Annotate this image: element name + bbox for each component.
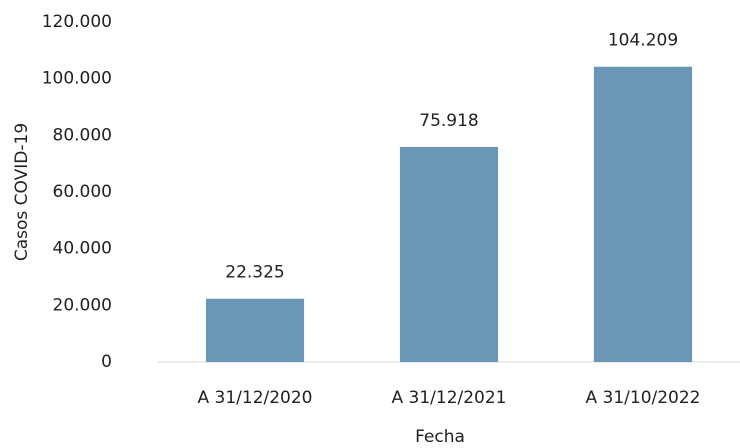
- y-tick-label: 20.000: [53, 295, 112, 315]
- y-tick-label: 40.000: [53, 239, 112, 259]
- x-tick-label: A 31/12/2020: [197, 388, 312, 408]
- bar: [593, 66, 693, 363]
- y-tick-label: 80.000: [53, 125, 112, 145]
- x-tick-label: A 31/12/2021: [391, 388, 506, 408]
- x-tick-label: A 31/10/2022: [585, 388, 700, 408]
- y-tick-label: 0: [101, 352, 112, 372]
- x-axis-label: Fecha: [415, 427, 465, 447]
- y-axis-label: Casos COVID-19: [12, 123, 32, 261]
- bar: [399, 146, 499, 362]
- data-label: 104.209: [608, 31, 678, 51]
- y-tick-label: 60.000: [53, 182, 112, 202]
- data-label: 22.325: [225, 263, 284, 283]
- y-tick-label: 120.000: [42, 12, 112, 32]
- y-tick-label: 100.000: [42, 69, 112, 89]
- bar: [205, 298, 305, 362]
- data-label: 75.918: [419, 111, 478, 131]
